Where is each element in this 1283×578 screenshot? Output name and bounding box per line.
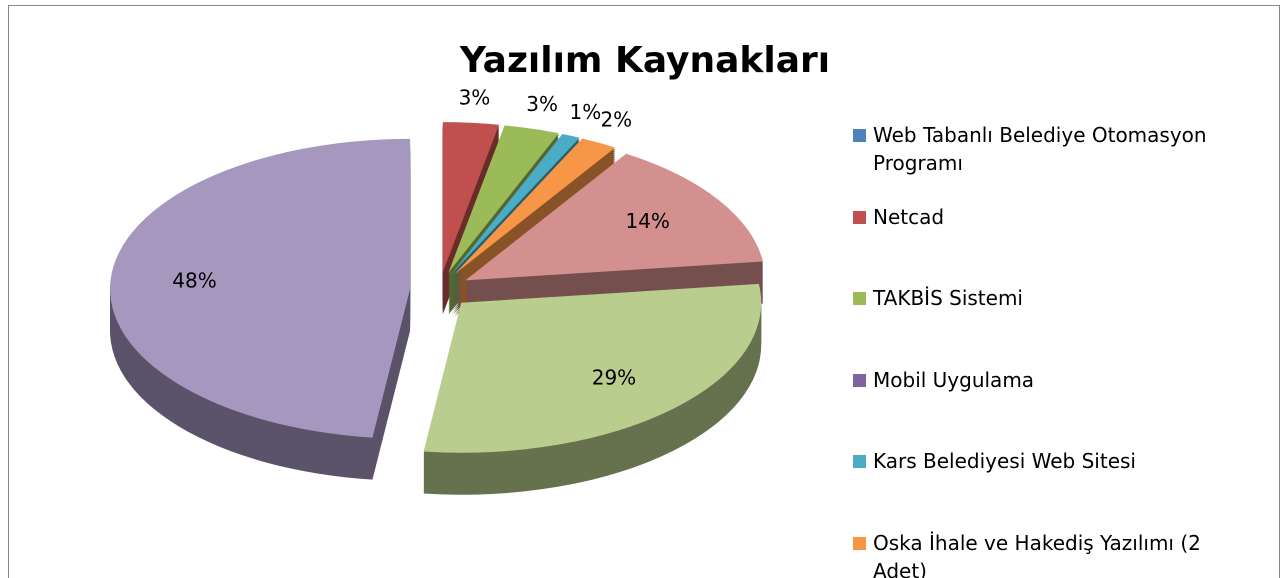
slice	[465, 153, 763, 281]
data-label: 14%	[625, 209, 669, 233]
legend-item: Oska İhale ve Hakediş Yazılımı (2 Adet)	[853, 529, 1253, 578]
slice	[442, 122, 500, 273]
slice	[448, 125, 559, 273]
chart-title: Yazılım Kaynakları	[459, 40, 830, 81]
slice	[423, 283, 762, 453]
slice	[451, 134, 580, 274]
data-label: 48%	[172, 269, 216, 293]
data-label: 1%	[569, 100, 601, 124]
legend-swatch	[853, 373, 866, 387]
legend-item: TAKBİS Sistemi	[853, 284, 1253, 312]
legend-item: Mobil Uygulama	[853, 366, 1253, 394]
legend-label: TAKBİS Sistemi	[873, 286, 1023, 310]
chart-frame	[8, 5, 1280, 578]
legend-label: Oska İhale ve Hakediş Yazılımı (2 Adet)	[873, 530, 1201, 578]
legend-item: Netcad	[853, 203, 1253, 231]
data-label: 3%	[526, 92, 558, 116]
legend-label: Netcad	[873, 204, 945, 229]
legend-swatch	[853, 455, 866, 468]
legend-swatch	[853, 536, 866, 550]
legend-swatch	[853, 210, 866, 224]
slice	[454, 138, 616, 275]
legend-label: Mobil Uygulama	[873, 367, 1035, 392]
slice	[110, 138, 411, 438]
data-label: 29%	[592, 366, 636, 390]
legend-swatch	[853, 129, 866, 142]
legend-item: Web Tabanlı Belediye Otomasyon Programı	[853, 121, 1253, 177]
legend-label: Kars Belediyesi Web Sitesi	[873, 449, 1136, 473]
legend-item: Kars Belediyesi Web Sitesi	[853, 447, 1253, 475]
legend-label: Web Tabanlı Belediye Otomasyon Programı	[873, 123, 1207, 175]
data-label: 3%	[459, 85, 491, 109]
legend-swatch	[853, 292, 866, 305]
data-label: 2%	[600, 108, 632, 132]
